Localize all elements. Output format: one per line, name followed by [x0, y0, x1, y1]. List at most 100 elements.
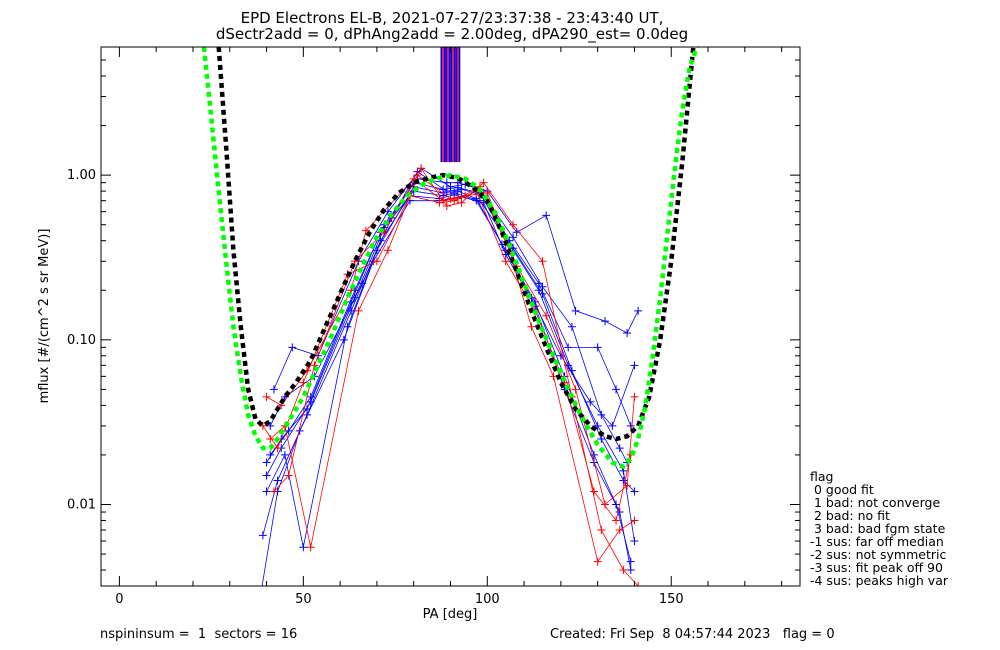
data-point [255, 600, 263, 608]
data-point [538, 282, 547, 291]
data-point [262, 458, 271, 467]
data-point [269, 385, 278, 394]
data-point [538, 289, 547, 298]
data-point [280, 450, 289, 459]
flag-legend-item: 0 good fit [810, 482, 874, 497]
data-point [509, 233, 518, 242]
data-point [361, 226, 370, 235]
data-point [615, 508, 624, 517]
data-point [612, 385, 621, 394]
data-point [501, 257, 510, 266]
data-point [383, 246, 392, 255]
data-point [630, 487, 639, 496]
data-point [450, 188, 459, 197]
data-point [453, 194, 462, 203]
x-tick-label: 100 [475, 592, 500, 607]
data-point [269, 487, 278, 496]
flag-legend-item: 1 bad: not converge [810, 495, 941, 510]
data-series [262, 182, 639, 552]
fit-curve [216, 47, 696, 442]
data-point [509, 244, 518, 253]
plot-area [201, 47, 700, 608]
data-point [564, 343, 573, 352]
data-point [593, 343, 602, 352]
data-point [630, 516, 639, 525]
axes: 0 50 100 150 0.01 0.10 1.00 [67, 46, 800, 607]
data-point [619, 566, 628, 575]
data-point [601, 500, 610, 509]
data-point [630, 537, 639, 546]
data-point [442, 187, 451, 196]
data-point [273, 476, 282, 485]
data-point [634, 582, 643, 586]
data-point [626, 421, 635, 430]
footer-right: Created: Fri Sep 8 04:57:44 2023 flag = … [550, 627, 835, 642]
data-point [262, 392, 271, 401]
flag-legend-item: -4 sus: peaks high var [810, 573, 949, 588]
data-point [435, 198, 444, 207]
data-point [527, 322, 536, 331]
series-line [269, 178, 632, 456]
y-tick-label: 0.10 [67, 333, 96, 348]
center-bar [440, 47, 461, 163]
data-point [623, 481, 632, 490]
data-point [601, 317, 610, 326]
data-series [266, 167, 632, 467]
data-point [446, 194, 455, 203]
data-series [258, 190, 635, 566]
series-line [269, 171, 628, 463]
fit-curve [201, 47, 700, 470]
data-point [593, 557, 602, 566]
flag-legend-item: flag [810, 469, 834, 484]
data-point [413, 171, 422, 180]
series-line [273, 174, 635, 506]
x-tick-label: 0 [115, 592, 123, 607]
data-point [461, 191, 470, 200]
data-point [479, 178, 488, 187]
data-point [612, 516, 621, 525]
data-point [284, 471, 293, 480]
data-point [571, 385, 580, 394]
data-point [306, 543, 315, 552]
data-point [597, 410, 606, 419]
x-tick-label: 50 [295, 592, 312, 607]
data-point [571, 306, 580, 315]
data-point [593, 421, 602, 430]
data-point [567, 322, 576, 331]
data-point [347, 297, 356, 306]
data-point [567, 366, 576, 375]
data-point [509, 220, 518, 229]
data-point [586, 397, 595, 406]
data-point [262, 487, 271, 496]
data-point [619, 476, 628, 485]
y-tick-label: 1.00 [67, 168, 96, 183]
data-point [266, 450, 275, 459]
data-point [457, 185, 466, 194]
flag-legend-item: -3 sus: fit peak off 90 [810, 560, 943, 575]
data-point [442, 201, 451, 210]
data-point [615, 526, 624, 535]
data-point [457, 198, 466, 207]
flag-legend-item: 3 bad: bad fgm state [810, 521, 946, 536]
flag-legend: flag 0 good fit 1 bad: not converge 2 ba… [810, 470, 948, 587]
y-tick-label: 0.01 [67, 498, 96, 513]
data-point [589, 487, 598, 496]
data-point [258, 531, 267, 540]
chart-title-line2: dSectr2add = 0, dPhAng2add = 2.00deg, dP… [216, 25, 688, 44]
data-point [288, 343, 297, 352]
data-series [269, 171, 639, 509]
data-series [255, 192, 635, 608]
data-point [626, 557, 635, 566]
data-point [354, 306, 363, 315]
footer-left: nspininsum = 1 sectors = 16 [100, 627, 298, 642]
data-point [542, 211, 551, 220]
flag-legend-item: 2 bad: no fit [810, 508, 890, 523]
data-point [446, 182, 455, 191]
data-point [597, 526, 606, 535]
data-point [417, 164, 426, 173]
data-point [262, 471, 271, 480]
x-axis-label: PA [deg] [423, 607, 478, 622]
data-point [299, 543, 308, 552]
data-point [273, 444, 282, 453]
